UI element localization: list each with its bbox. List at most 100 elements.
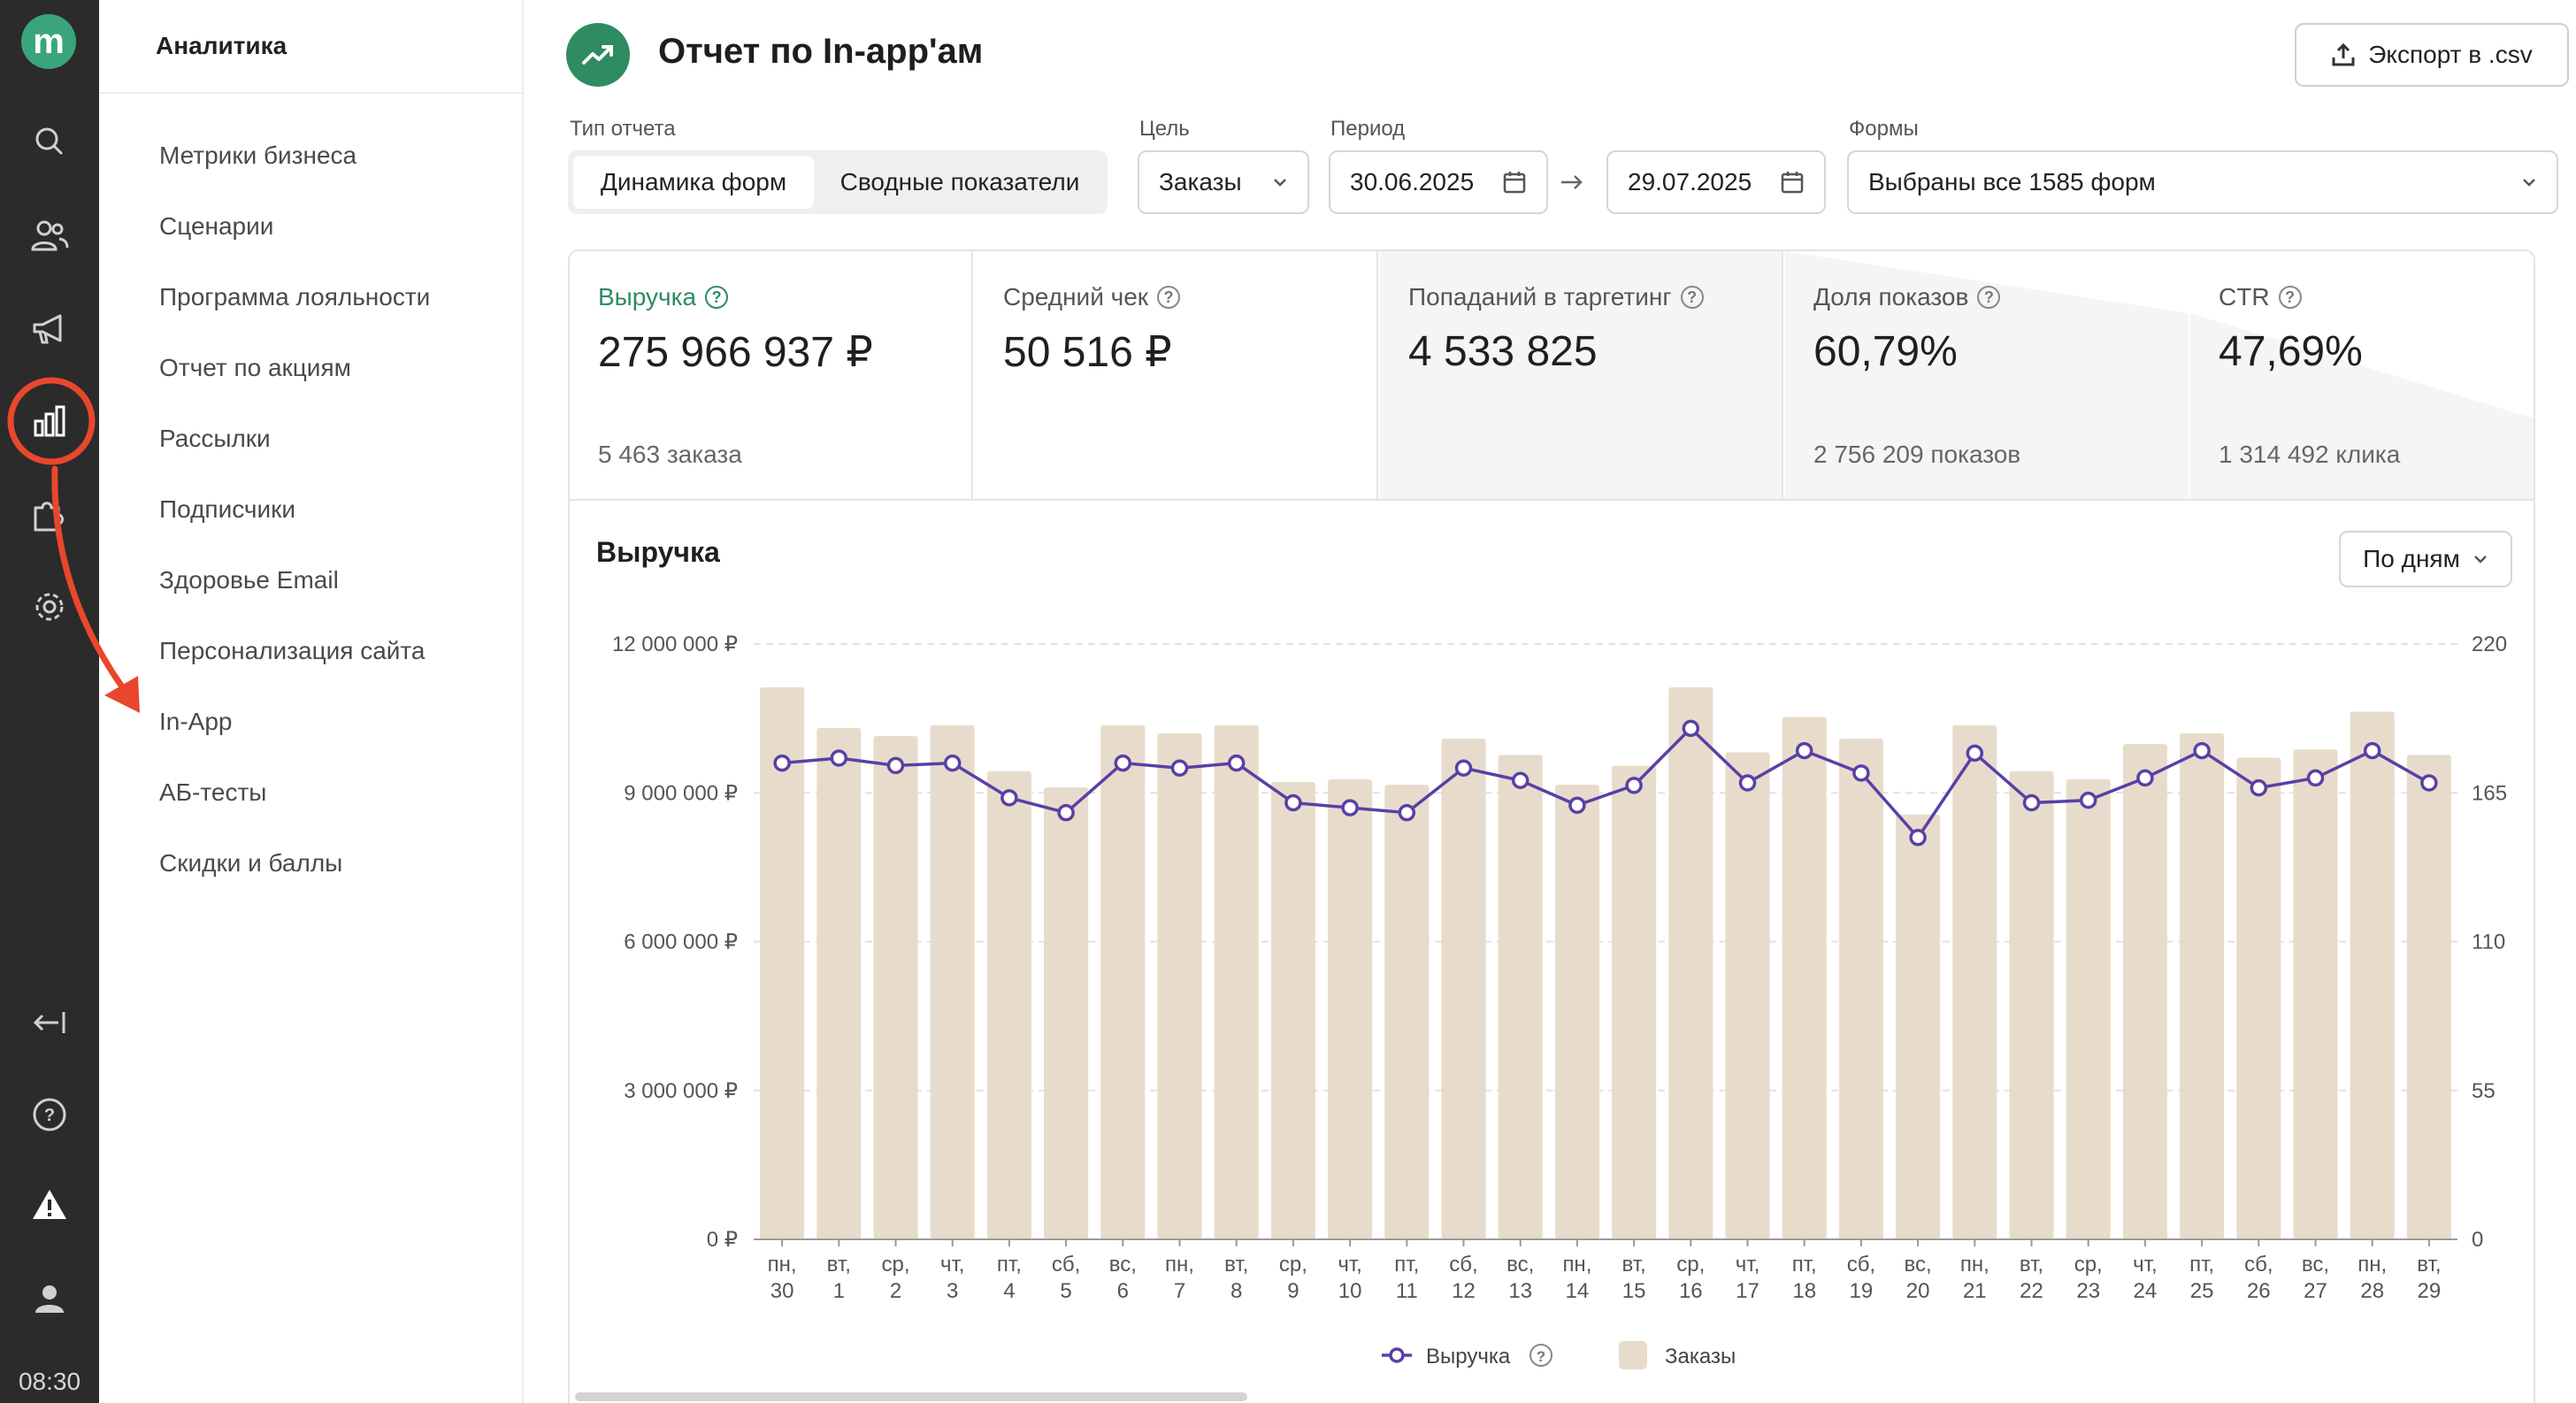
bar-orders <box>2122 744 2167 1239</box>
point-revenue <box>2363 741 2381 760</box>
point-revenue <box>1000 789 1018 807</box>
date-from-input[interactable]: 30.06.2025 <box>1329 150 1548 214</box>
bar-orders <box>1838 739 1883 1239</box>
goal-select[interactable]: Заказы <box>1138 150 1309 214</box>
submenu-item[interactable]: Сценарии <box>159 212 274 240</box>
goal-value: Заказы <box>1159 168 1242 196</box>
submenu-item[interactable]: АБ-тесты <box>159 778 267 806</box>
kpi-revenue[interactable]: Выручка? 275 966 937 ₽ 5 463 заказа <box>570 251 973 499</box>
forms-value: Выбраны все 1585 форм <box>1868 168 2156 196</box>
point-revenue <box>1909 828 1927 847</box>
users-icon[interactable] <box>27 212 73 258</box>
legend-label-orders: Заказы <box>1665 1345 1736 1368</box>
x-tick-label-date: 25 <box>2190 1279 2214 1303</box>
submenu-item[interactable]: Метрики бизнеса <box>159 142 357 169</box>
chart-title: Выручка <box>596 536 720 568</box>
collapse-icon[interactable] <box>27 1000 73 1046</box>
main-content: Отчет по In-app'ам Экспорт в .csv Тип от… <box>525 0 2576 1403</box>
clock: 08:30 <box>18 1368 81 1395</box>
horizontal-scrollbar[interactable] <box>575 1392 1247 1401</box>
x-tick-label-date: 19 <box>1850 1279 1874 1303</box>
forms-select[interactable]: Выбраны все 1585 форм <box>1847 150 2558 214</box>
help-icon-glyph: ? <box>1537 1348 1545 1365</box>
kpi-label: CTR <box>2219 283 2270 310</box>
point-revenue <box>773 754 791 772</box>
point-revenue <box>1795 741 1813 760</box>
date-to-input[interactable]: 29.07.2025 <box>1606 150 1826 214</box>
warning-icon[interactable] <box>27 1182 73 1228</box>
x-tick-label-day: чт, <box>1736 1253 1760 1276</box>
bar-orders <box>930 724 975 1239</box>
x-tick-label-date: 3 <box>947 1279 958 1303</box>
y-left-tick-label: 0 ₽ <box>707 1228 738 1252</box>
bar-orders <box>1668 686 1714 1239</box>
help-icon[interactable]: ? <box>1977 286 2001 309</box>
y-right-tick-label: 110 <box>2472 931 2505 954</box>
bar-orders <box>2009 770 2054 1239</box>
bar-orders <box>1044 787 1089 1239</box>
x-tick-label-day: сб, <box>1449 1253 1477 1276</box>
x-tick-label-date: 6 <box>1117 1279 1129 1303</box>
puzzle-icon[interactable] <box>27 492 73 538</box>
chevron-down-icon <box>2523 179 2535 187</box>
x-tick-label-date: 24 <box>2134 1279 2158 1303</box>
kpi-avg-check[interactable]: Средний чек? 50 516 ₽ <box>975 251 1378 499</box>
analytics-icon[interactable] <box>27 398 73 444</box>
submenu-item[interactable]: Отчет по акциям <box>159 354 351 381</box>
kpi-targeting[interactable]: Попаданий в таргетинг? 4 533 825 <box>1380 251 1783 499</box>
submenu-item[interactable]: Подписчики <box>159 495 296 523</box>
calendar-icon <box>1781 172 1804 194</box>
export-button[interactable]: Экспорт в .csv <box>2295 23 2569 87</box>
app-logo[interactable]: m <box>21 14 76 69</box>
gear-icon[interactable] <box>27 584 73 630</box>
help-icon[interactable]: ? <box>2278 286 2302 309</box>
kpi-show-share[interactable]: Доля показов? 60,79% 2 756 209 показов <box>1785 251 2189 499</box>
help-icon[interactable]: ? <box>1680 286 1704 309</box>
x-tick-label-date: 11 <box>1396 1279 1418 1303</box>
x-tick-label-date: 22 <box>2020 1279 2043 1303</box>
x-tick-label-day: пн, <box>1165 1253 1194 1276</box>
point-revenue <box>1568 796 1586 815</box>
y-left-tick-label: 6 000 000 ₽ <box>624 931 738 954</box>
x-tick-label-date: 21 <box>1963 1279 1987 1303</box>
x-tick-label-day: чт, <box>2133 1253 2158 1276</box>
profile-icon[interactable] <box>27 1276 73 1322</box>
kpi-value: 275 966 937 ₽ <box>598 329 873 376</box>
x-tick-label-day: чт, <box>1338 1253 1362 1276</box>
help-icon[interactable]: ? <box>705 286 729 309</box>
x-tick-label-date: 14 <box>1566 1279 1590 1303</box>
tab-summary[interactable]: Сводные показатели <box>840 168 1080 196</box>
kpi-sub: 2 756 209 показов <box>1813 441 2021 468</box>
x-tick-label-date: 10 <box>1338 1279 1362 1303</box>
x-tick-label-date: 13 <box>1508 1279 1532 1303</box>
svg-text:?: ? <box>44 1106 55 1125</box>
granularity-select[interactable]: По дням <box>2339 531 2512 587</box>
app-rail: m ? 08:30 <box>0 0 99 1403</box>
submenu-item-inapp[interactable]: In-App <box>159 708 233 735</box>
megaphone-icon[interactable] <box>27 306 73 352</box>
kpi-value: 50 516 ₽ <box>1003 329 1172 376</box>
submenu-item[interactable]: Программа лояльности <box>159 283 431 310</box>
bar-orders <box>986 770 1031 1239</box>
submenu-item[interactable]: Здоровье Email <box>159 566 339 594</box>
submenu-item[interactable]: Персонализация сайта <box>159 637 426 664</box>
x-tick-label-day: сб, <box>1847 1253 1875 1276</box>
help-icon[interactable]: ? <box>27 1092 73 1138</box>
submenu-item[interactable]: Скидки и баллы <box>159 849 343 877</box>
x-tick-label-day: вт, <box>2417 1253 2441 1276</box>
tab-forms-dynamics[interactable]: Динамика форм <box>573 156 814 209</box>
legend-label-revenue: Выручка <box>1426 1345 1511 1368</box>
x-tick-label-date: 30 <box>770 1279 794 1303</box>
bar-orders <box>2236 757 2281 1239</box>
x-tick-label-day: пт, <box>2189 1253 2214 1276</box>
x-tick-label-day: пт, <box>997 1253 1022 1276</box>
chart-panel: 0 ₽3 000 000 ₽6 000 000 ₽9 000 000 ₽12 0… <box>568 501 2535 1403</box>
kpi-ctr[interactable]: CTR? 47,69% 1 314 492 клика <box>2190 251 2534 499</box>
help-icon <box>1530 1344 1552 1367</box>
search-icon[interactable] <box>27 119 73 165</box>
y-left-tick-label: 3 000 000 ₽ <box>624 1079 738 1103</box>
submenu-title: Аналитика <box>99 0 522 94</box>
point-revenue <box>2022 794 2041 812</box>
help-icon[interactable]: ? <box>1157 286 1181 309</box>
submenu-item[interactable]: Рассылки <box>159 425 271 452</box>
